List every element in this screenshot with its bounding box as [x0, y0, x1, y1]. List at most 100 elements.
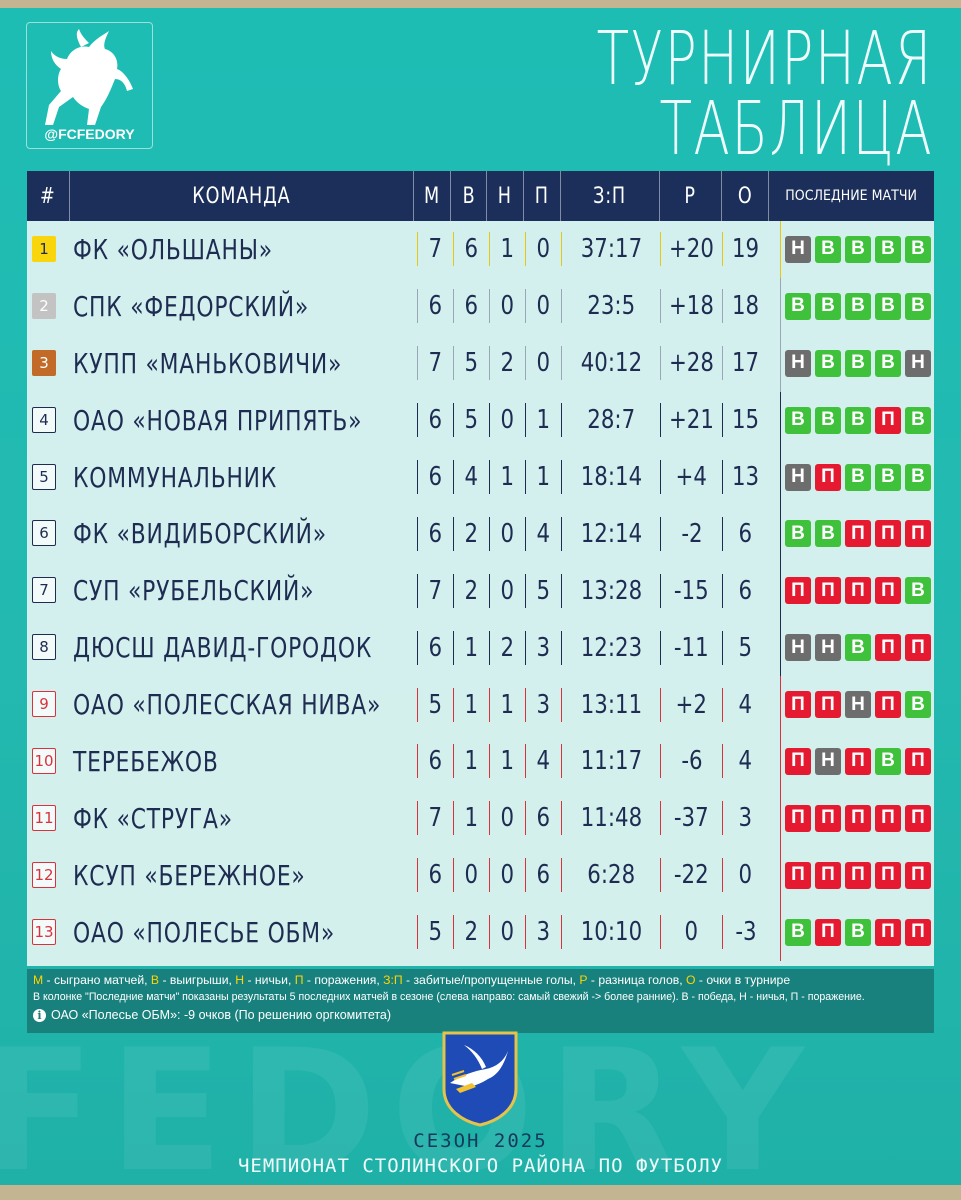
result-draw: Н — [785, 349, 811, 377]
stat-l: 3 — [525, 915, 561, 950]
table-header: # КОМАНДА М В Н П З:П Р О ПОСЛЕДНИЕ МАТЧ… — [27, 171, 934, 221]
table-row: 8 ДЮСШ ДАВИД-ГОРОДОК 6 1 2 3 12:23 -11 5 Н Н В П П — [27, 619, 934, 677]
result-loss: П — [845, 577, 871, 605]
result-win: В — [785, 406, 811, 434]
stat-goals: 12:23 — [561, 630, 660, 665]
result-draw: Н — [845, 691, 871, 719]
position-badge: 7 — [32, 577, 56, 604]
stat-w: 2 — [453, 573, 489, 608]
table-body: 1 ФК «ОЛЬШАНЫ» 7 6 1 0 37:17 +20 19 Н В В В В 2 СПК «ФЕ… — [27, 221, 934, 961]
team-name: КСУП «БЕРЕЖНОЕ» — [73, 858, 306, 892]
result-draw: Н — [785, 235, 811, 263]
team-name: ТЕРЕБЕЖОВ — [73, 744, 219, 778]
result-win: В — [845, 292, 871, 320]
result-win: В — [845, 406, 871, 434]
team-stats: 7 6 1 0 37:17 +20 19 — [417, 221, 768, 278]
result-draw: Н — [905, 349, 931, 377]
result-draw: Н — [785, 463, 811, 491]
table-row: 7 СУП «РУБЕЛЬСКИЙ» 7 2 0 5 13:28 -15 6 П П П П В — [27, 562, 934, 620]
stat-d: 1 — [489, 460, 525, 494]
result-win: В — [905, 691, 931, 719]
stat-l: 1 — [525, 460, 561, 494]
result-win: В — [845, 235, 871, 263]
position-badge: 10 — [32, 748, 56, 775]
coat-of-arms-icon — [442, 1031, 518, 1127]
stat-diff: +28 — [660, 346, 722, 381]
result-draw: Н — [785, 634, 811, 662]
stat-diff: -37 — [660, 801, 722, 836]
stat-goals: 28:7 — [561, 403, 660, 438]
stat-l: 3 — [525, 687, 561, 722]
table-row: 12 КСУП «БЕРЕЖНОЕ» 6 0 0 6 6:28 -22 0 П П П П П — [27, 846, 934, 904]
team-stats: 6 2 0 4 12:14 -2 6 — [417, 505, 768, 562]
stat-w: 4 — [453, 460, 489, 494]
stat-d: 0 — [489, 289, 525, 324]
col-goals: З:П — [561, 171, 660, 221]
stat-d: 2 — [489, 346, 525, 381]
result-win: В — [845, 463, 871, 491]
table-row: 11 ФК «СТРУГА» 7 1 0 6 11:48 -37 3 П П П П П — [27, 789, 934, 847]
page-title-line2: ТАБЛИЦА — [659, 86, 933, 172]
stat-l: 3 — [525, 630, 561, 665]
result-draw: Н — [815, 747, 841, 775]
team-name: ОАО «НОВАЯ ПРИПЯТЬ» — [73, 403, 363, 437]
col-pos: # — [27, 171, 70, 221]
result-loss: П — [785, 747, 811, 775]
stat-diff: -22 — [660, 858, 722, 893]
result-loss: П — [815, 691, 841, 719]
team-stats: 7 1 0 6 11:48 -37 3 — [417, 790, 768, 847]
stat-points: 17 — [722, 346, 768, 381]
stat-w: 6 — [453, 289, 489, 324]
stat-goals: 11:17 — [561, 744, 660, 779]
stat-goals: 6:28 — [561, 858, 660, 893]
team-stats: 6 6 0 0 23:5 +18 18 — [417, 278, 768, 335]
result-loss: П — [815, 861, 841, 889]
result-win: В — [845, 918, 871, 946]
result-loss: П — [815, 577, 841, 605]
stat-d: 0 — [489, 915, 525, 950]
stat-goals: 10:10 — [561, 915, 660, 950]
result-win: В — [905, 406, 931, 434]
page-title-line1: ТУРНИРНАЯ — [596, 16, 933, 102]
result-win: В — [905, 463, 931, 491]
result-win: В — [875, 235, 901, 263]
stat-w: 2 — [453, 915, 489, 950]
standings-table: # КОМАНДА М В Н П З:П Р О ПОСЛЕДНИЕ МАТЧ… — [27, 171, 934, 966]
stat-w: 5 — [453, 403, 489, 438]
stat-d: 1 — [489, 232, 525, 267]
col-l: П — [524, 171, 561, 221]
stat-points: 4 — [722, 687, 768, 722]
stat-m: 6 — [417, 630, 453, 665]
watermark-text: FEDORY — [0, 1013, 818, 1185]
table-row: 3 КУПП «МАНЬКОВИЧИ» 7 5 2 0 40:12 +28 17 Н В В В Н — [27, 334, 934, 392]
stat-diff: +4 — [660, 460, 722, 494]
result-win: В — [815, 292, 841, 320]
col-m: М — [414, 171, 451, 221]
stat-w: 1 — [453, 744, 489, 779]
stat-l: 1 — [525, 403, 561, 438]
table-row: 13 ОАО «ПОЛЕСЬЕ ОБМ» 5 2 0 3 10:10 0 -3 В П В П П — [27, 903, 934, 961]
stat-points: 19 — [722, 232, 768, 267]
team-name: СУП «РУБЕЛЬСКИЙ» — [73, 574, 315, 608]
stat-w: 5 — [453, 346, 489, 381]
col-points: О — [722, 171, 769, 221]
result-loss: П — [905, 861, 931, 889]
stat-goals: 18:14 — [561, 460, 660, 494]
result-loss: П — [875, 634, 901, 662]
result-win: В — [905, 235, 931, 263]
position-badge: 4 — [32, 406, 56, 433]
stat-w: 1 — [453, 630, 489, 665]
position-badge: 1 — [32, 236, 56, 262]
result-win: В — [815, 235, 841, 263]
stat-diff: +18 — [660, 289, 722, 324]
stat-d: 2 — [489, 630, 525, 665]
team-stats: 7 5 2 0 40:12 +28 17 — [417, 335, 768, 392]
result-loss: П — [905, 634, 931, 662]
result-loss: П — [905, 747, 931, 775]
position-badge: 6 — [32, 520, 56, 547]
